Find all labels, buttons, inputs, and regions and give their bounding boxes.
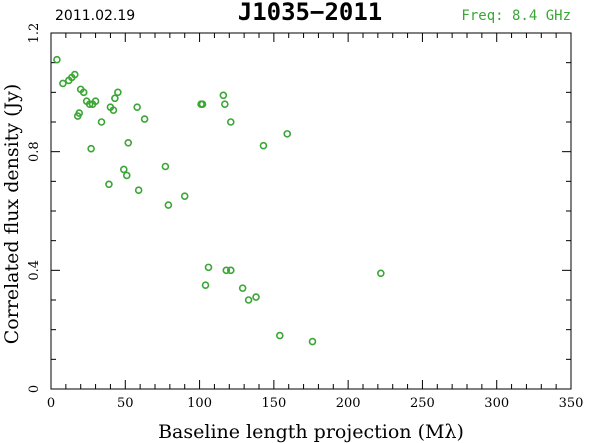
data-point [134, 186, 143, 195]
data-point [219, 91, 228, 100]
y-tick-label: 0.8 [27, 141, 42, 162]
y-tick-label: 0 [27, 385, 42, 393]
observation-date: 2011.02.19 [55, 8, 135, 24]
data-point [85, 100, 94, 108]
x-axis-label: Baseline length projection (Mλ) [158, 421, 464, 443]
data-point [308, 337, 317, 346]
data-point [377, 269, 385, 278]
data-point [275, 331, 284, 340]
data-point [109, 106, 118, 114]
data-point [221, 100, 229, 108]
data-point [198, 100, 207, 108]
x-tick-label: 50 [117, 396, 134, 411]
data-point [59, 79, 67, 88]
source-title: J1035−2011 [238, 0, 383, 26]
data-point [259, 141, 268, 150]
data-point [226, 118, 235, 126]
data-point [226, 266, 235, 275]
data-point [252, 293, 260, 301]
data-point [97, 118, 106, 126]
plot-frame [50, 32, 572, 390]
data-point [122, 171, 131, 180]
x-tick-label: 150 [261, 396, 286, 411]
data-point [222, 266, 231, 275]
data-point [53, 55, 61, 64]
data-point [204, 263, 213, 272]
data-point [91, 97, 100, 106]
data-point [140, 115, 149, 123]
y-tick-label: 0.4 [27, 260, 42, 281]
data-point [238, 284, 247, 292]
data-point [105, 180, 113, 189]
data-point [75, 109, 84, 117]
data-point [111, 94, 119, 103]
y-tick-label: 1.2 [27, 23, 42, 44]
data-points [53, 55, 385, 346]
tick-labels: 0 50 100 150 200 250 300 350 0 0.4 0.8 1.2 [27, 23, 583, 411]
x-tick-label: 300 [484, 396, 509, 411]
x-tick-label: 0 [47, 396, 55, 411]
x-tick-label: 250 [410, 396, 435, 411]
data-point [87, 144, 95, 153]
data-point [70, 70, 79, 79]
data-point [124, 138, 133, 147]
data-point [180, 192, 189, 200]
axis-ticks [50, 32, 572, 390]
data-point [120, 165, 128, 174]
frequency-label: Freq: 8.4 GHz [461, 8, 571, 24]
data-point [161, 162, 170, 171]
data-point [79, 88, 88, 97]
data-point [164, 201, 173, 209]
x-tick-label: 200 [336, 396, 361, 411]
x-tick-label: 100 [187, 396, 212, 411]
data-point [283, 130, 292, 138]
x-tick-label: 350 [559, 396, 584, 411]
y-axis-label: Correlated flux density (Jy) [1, 84, 23, 345]
data-point [201, 281, 210, 289]
data-point [133, 103, 141, 111]
data-point [244, 296, 253, 304]
data-point [114, 88, 122, 97]
